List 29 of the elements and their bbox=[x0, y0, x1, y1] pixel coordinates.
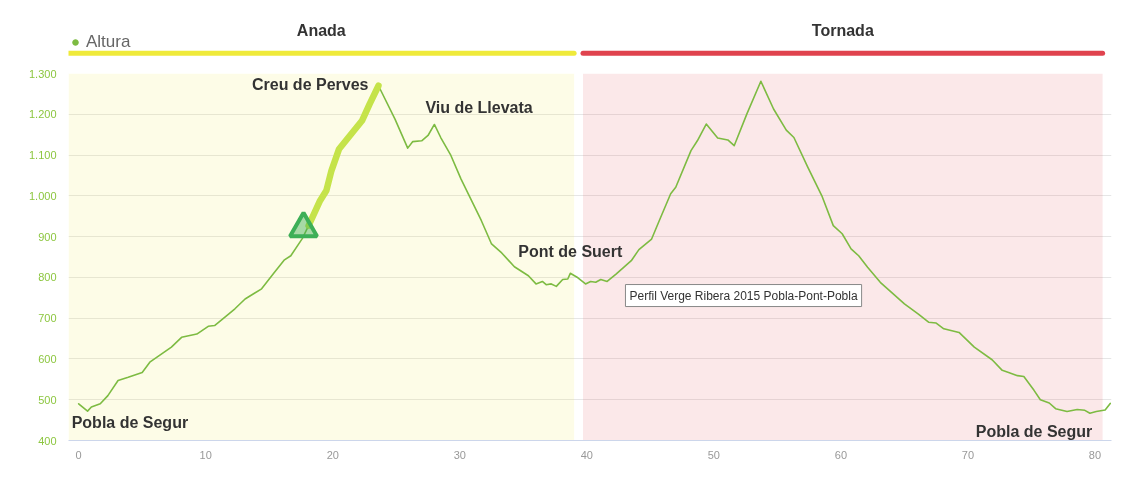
y-tick-label: 1.200 bbox=[28, 108, 57, 121]
x-tick-label: 60 bbox=[834, 448, 848, 461]
x-tick-label: 30 bbox=[453, 448, 466, 461]
annotation: Pobla de Segur bbox=[71, 414, 189, 432]
y-tick-label: 1.100 bbox=[28, 149, 57, 162]
legend-label: Altura bbox=[86, 32, 131, 52]
annotation: Pont de Suert bbox=[518, 242, 623, 260]
band-label: Anada bbox=[296, 22, 346, 39]
annotation: Viu de Llevata bbox=[425, 98, 533, 116]
x-tick-label: 20 bbox=[326, 448, 339, 461]
y-tick-label: 900 bbox=[38, 230, 57, 243]
x-tick-label: 0 bbox=[75, 448, 82, 461]
band-label: Tornada bbox=[811, 22, 874, 39]
x-tick-label: 40 bbox=[580, 448, 593, 461]
y-tick-label: 800 bbox=[38, 271, 57, 284]
line-series bbox=[77, 80, 1112, 414]
x-tick-label: 10 bbox=[199, 448, 212, 461]
y-tick-label: 400 bbox=[38, 434, 57, 447]
annotation: Perfil Verge Ribera 2015 Pobla-Pont-Pobla bbox=[629, 288, 858, 303]
x-tick-label: 50 bbox=[707, 448, 720, 461]
y-tick-label: 600 bbox=[38, 352, 57, 365]
y-tick-label: 700 bbox=[38, 312, 57, 325]
annotation: Creu de Perves bbox=[251, 76, 369, 94]
x-tick-label: 80 bbox=[1088, 448, 1102, 461]
y-tick-label: 1.000 bbox=[28, 189, 57, 202]
annotation: Pobla de Segur bbox=[975, 422, 1093, 440]
y-tick-label: 1.300 bbox=[28, 67, 57, 80]
x-tick-label: 70 bbox=[961, 448, 975, 461]
y-tick-label: 500 bbox=[38, 393, 57, 406]
